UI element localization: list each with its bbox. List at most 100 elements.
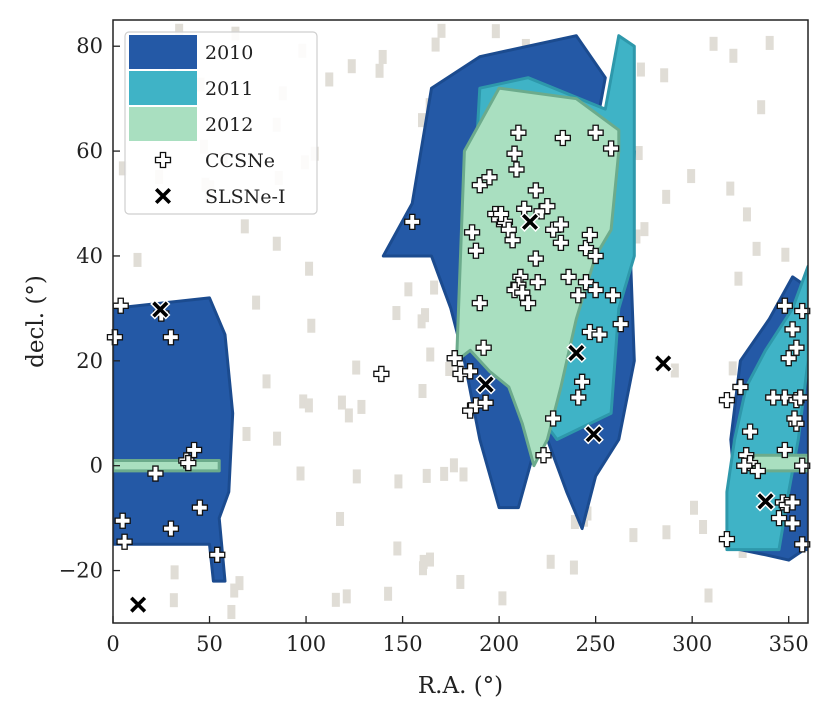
background-field bbox=[262, 374, 271, 389]
legend-label: 2010 bbox=[205, 42, 253, 64]
ccsne-point bbox=[792, 389, 809, 406]
background-field bbox=[445, 361, 454, 376]
y-tick-label: 20 bbox=[76, 349, 103, 373]
ccsne-point bbox=[508, 161, 525, 178]
background-field bbox=[449, 458, 458, 473]
background-field bbox=[347, 59, 356, 74]
background-field bbox=[729, 48, 738, 63]
ccsne-point bbox=[510, 124, 527, 141]
ccsne-point bbox=[770, 509, 788, 527]
background-field bbox=[305, 261, 314, 276]
background-field bbox=[728, 361, 737, 376]
x-tick-label: 100 bbox=[286, 632, 326, 656]
ccsne-point bbox=[573, 373, 591, 390]
background-field bbox=[419, 554, 428, 569]
ccsne-point bbox=[467, 242, 485, 259]
ccsne-point bbox=[718, 392, 736, 409]
ccsne-point bbox=[471, 177, 488, 194]
ccsne-point bbox=[587, 124, 604, 141]
ccsne-point bbox=[504, 232, 521, 249]
ccsne-point bbox=[749, 462, 766, 480]
ccsne-point bbox=[527, 182, 544, 199]
ccsne-point bbox=[732, 378, 749, 396]
ccsne-point bbox=[604, 287, 622, 304]
background-field bbox=[781, 247, 790, 262]
x-tick-label: 200 bbox=[479, 632, 519, 656]
ccsne-point bbox=[570, 389, 587, 406]
ccsne-point bbox=[404, 213, 421, 231]
background-field bbox=[704, 588, 713, 603]
background-field bbox=[440, 466, 449, 481]
ccsne-point bbox=[602, 140, 620, 157]
slsne-point bbox=[566, 342, 587, 364]
background-field bbox=[437, 23, 446, 38]
background-field bbox=[384, 586, 393, 601]
ccsne-point bbox=[180, 454, 197, 472]
ccsne-point bbox=[552, 234, 570, 251]
background-field bbox=[378, 49, 387, 64]
background-field bbox=[757, 100, 766, 115]
slsne-point bbox=[128, 594, 149, 615]
background-field bbox=[242, 426, 251, 441]
background-field bbox=[273, 431, 282, 446]
slsne-point bbox=[475, 374, 496, 395]
ccsne-point bbox=[535, 447, 552, 464]
slsne-point bbox=[583, 424, 604, 445]
background-field bbox=[404, 282, 413, 297]
ccsne-point bbox=[114, 512, 131, 529]
ccsne-point bbox=[718, 530, 736, 548]
background-field bbox=[337, 395, 346, 410]
ccsne-point bbox=[373, 365, 390, 383]
legend: 2010 2011 2012 CCSNe SLSNe-I bbox=[124, 31, 318, 215]
ccsne-point bbox=[462, 363, 479, 380]
legend-swatch-2011 bbox=[129, 71, 197, 105]
ccsne-point bbox=[552, 216, 570, 233]
background-field bbox=[133, 252, 142, 267]
legend-swatch-2012 bbox=[129, 107, 197, 141]
y-tick-label: 60 bbox=[76, 139, 103, 163]
background-field bbox=[304, 398, 313, 413]
background-field bbox=[426, 552, 435, 567]
ccsne-point bbox=[475, 339, 492, 356]
ccsne-point bbox=[570, 287, 587, 304]
background-field bbox=[431, 37, 440, 52]
ccsne-point bbox=[786, 410, 803, 427]
background-field bbox=[570, 515, 579, 530]
background-field bbox=[331, 592, 340, 607]
slsne-point bbox=[755, 491, 776, 512]
ccsne-point bbox=[185, 441, 203, 459]
background-field bbox=[422, 468, 431, 483]
background-field bbox=[227, 604, 236, 619]
background-field bbox=[307, 318, 316, 333]
background-field bbox=[394, 474, 403, 489]
background-field bbox=[690, 500, 699, 515]
background-field bbox=[752, 241, 761, 256]
data-points bbox=[106, 124, 811, 615]
background-field bbox=[170, 565, 179, 580]
background-field bbox=[175, 23, 184, 38]
background-field bbox=[393, 541, 402, 556]
plot-frame bbox=[112, 19, 809, 624]
ccsne-point bbox=[529, 274, 546, 291]
ccsne-point bbox=[539, 197, 556, 215]
ccsne-point bbox=[554, 129, 571, 147]
slsne-point bbox=[519, 211, 541, 232]
legend-slsne-marker bbox=[152, 185, 174, 207]
ccsne-point bbox=[784, 321, 801, 338]
y-tick-label: 80 bbox=[76, 34, 103, 58]
legend-label: CCSNe bbox=[205, 150, 275, 172]
ccsne-point bbox=[471, 294, 488, 312]
y-tick-label: 40 bbox=[76, 244, 103, 268]
ccsne-point bbox=[492, 205, 510, 223]
background-field bbox=[296, 466, 305, 481]
background-field bbox=[418, 383, 427, 398]
axis-ticks: 0 50 100 150 200 250 300 350 −20 0 20 40 60 80 bbox=[59, 34, 809, 656]
background-field bbox=[699, 520, 708, 535]
x-tick-label: 0 bbox=[106, 632, 119, 656]
background-field bbox=[498, 591, 507, 606]
background-field bbox=[417, 314, 426, 329]
ccsne-point bbox=[765, 389, 782, 406]
background-field bbox=[709, 36, 718, 51]
x-tick-label: 300 bbox=[672, 632, 712, 656]
background-field bbox=[634, 146, 643, 161]
